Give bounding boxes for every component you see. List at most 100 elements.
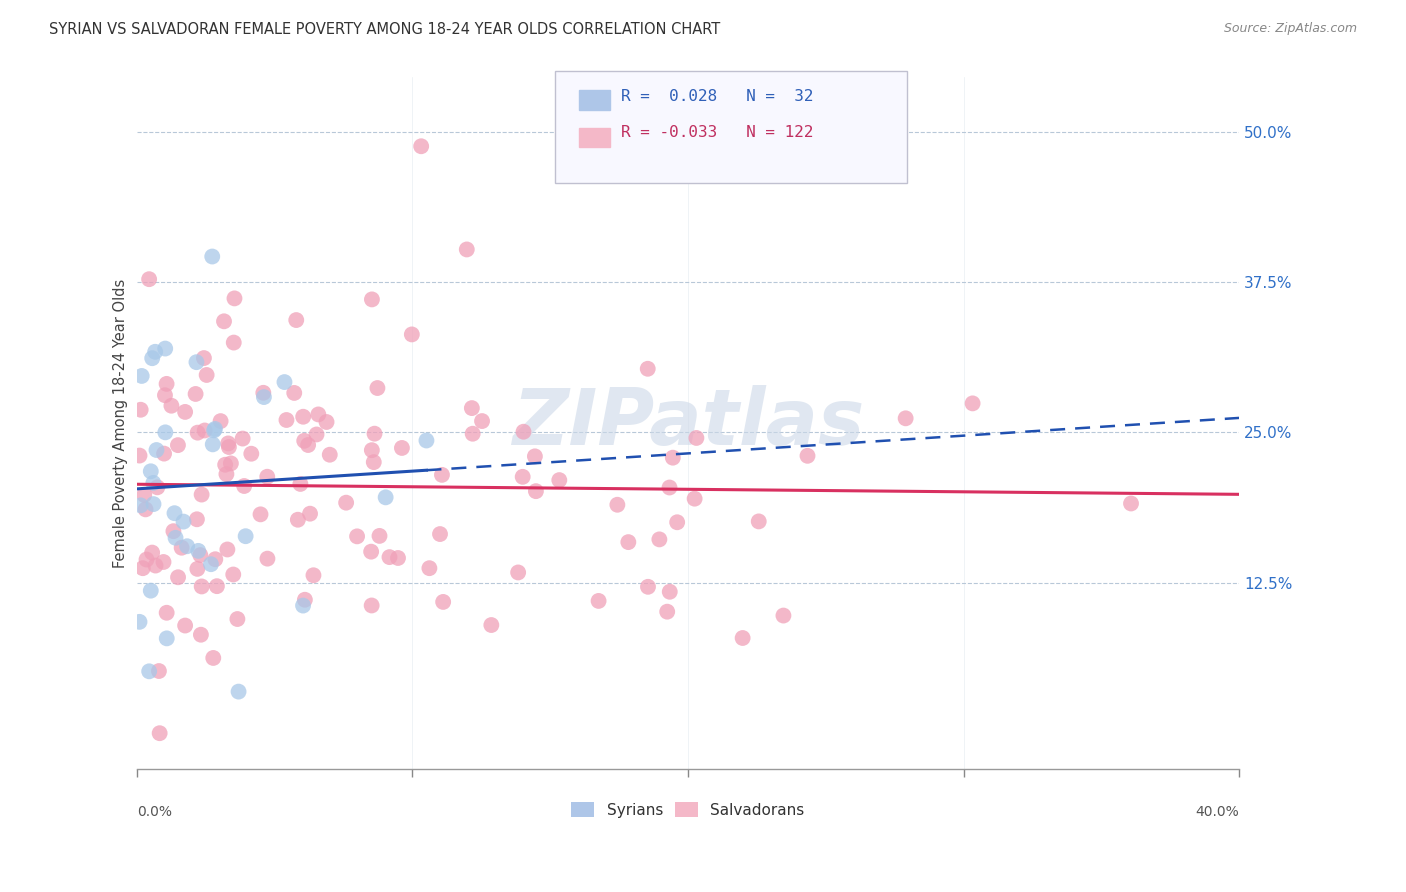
Point (299, 507, 322, 521)
Point (319, 448, 342, 462)
Point (132, 561, 155, 575)
Point (187, 544, 209, 558)
Point (360, 544, 382, 558)
Point (378, 550, 401, 565)
Point (173, 515, 195, 529)
Point (205, 579, 228, 593)
Point (139, 464, 162, 478)
Point (292, 434, 315, 448)
Point (146, 480, 169, 494)
Point (418, 561, 440, 575)
Point (432, 595, 454, 609)
Point (153, 388, 176, 402)
Point (685, 431, 707, 445)
Point (155, 376, 177, 391)
Text: 40.0%: 40.0% (1195, 805, 1239, 820)
Point (523, 450, 546, 464)
Point (648, 533, 671, 547)
Point (294, 592, 316, 607)
Point (429, 527, 451, 541)
Point (190, 487, 212, 501)
Point (315, 415, 337, 429)
Point (167, 438, 190, 452)
Point (368, 529, 391, 543)
Point (387, 551, 409, 566)
Point (222, 335, 245, 350)
Point (363, 426, 385, 441)
Point (128, 615, 150, 629)
Point (193, 351, 215, 365)
Point (142, 497, 165, 511)
Point (200, 558, 222, 572)
Point (287, 513, 309, 527)
Point (217, 436, 239, 450)
Point (222, 567, 245, 582)
Point (637, 580, 659, 594)
Point (190, 579, 212, 593)
Point (226, 612, 249, 626)
Point (683, 491, 706, 506)
Point (360, 443, 382, 458)
Point (253, 390, 276, 404)
Point (360, 599, 382, 613)
Point (155, 425, 177, 440)
Point (363, 455, 385, 469)
Point (149, 726, 172, 740)
Point (276, 413, 298, 427)
Point (430, 467, 453, 482)
Point (142, 475, 165, 490)
Point (366, 381, 388, 395)
Point (170, 541, 193, 555)
Point (155, 342, 177, 356)
Point (617, 535, 640, 549)
Point (139, 583, 162, 598)
Point (658, 584, 681, 599)
Point (512, 425, 534, 439)
Point (479, 618, 502, 632)
Point (662, 450, 685, 465)
Point (176, 539, 198, 553)
Point (401, 327, 423, 342)
Point (411, 139, 433, 153)
Point (186, 355, 208, 369)
Text: SYRIAN VS SALVADORAN FEMALE POVERTY AMONG 18-24 YEAR OLDS CORRELATION CHART: SYRIAN VS SALVADORAN FEMALE POVERTY AMON… (49, 22, 720, 37)
Point (666, 515, 689, 529)
Point (894, 411, 917, 425)
Point (292, 599, 315, 613)
Point (456, 243, 478, 257)
Point (187, 425, 209, 440)
Point (156, 632, 179, 646)
Point (209, 414, 232, 428)
Point (174, 405, 197, 419)
Point (249, 508, 271, 522)
Point (214, 458, 236, 472)
Point (292, 409, 315, 424)
Point (195, 368, 218, 382)
Point (135, 552, 157, 566)
Text: Source: ZipAtlas.com: Source: ZipAtlas.com (1223, 22, 1357, 36)
Point (391, 441, 413, 455)
Point (174, 618, 197, 632)
Point (145, 443, 167, 458)
Point (285, 313, 308, 327)
Point (588, 594, 610, 608)
Point (283, 386, 305, 401)
Point (201, 250, 224, 264)
Y-axis label: Female Poverty Among 18-24 Year Olds: Female Poverty Among 18-24 Year Olds (114, 278, 128, 568)
Point (233, 479, 256, 493)
Point (256, 469, 278, 483)
Point (232, 432, 254, 446)
Point (186, 562, 208, 576)
Point (184, 387, 207, 401)
Point (188, 548, 211, 562)
Point (235, 529, 257, 543)
Point (290, 477, 312, 491)
Point (335, 496, 357, 510)
Point (202, 651, 225, 665)
Point (657, 605, 679, 619)
Point (772, 608, 794, 623)
Text: R =  0.028   N =  32: R = 0.028 N = 32 (621, 89, 814, 104)
Point (129, 402, 152, 417)
Point (162, 524, 184, 538)
Point (297, 438, 319, 452)
